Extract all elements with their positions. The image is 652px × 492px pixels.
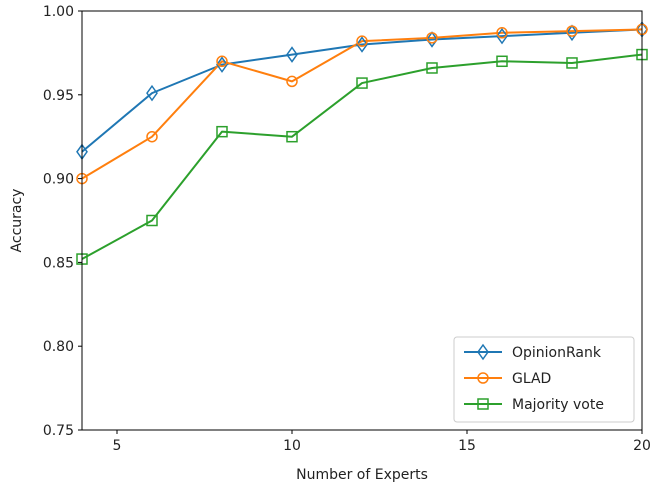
x-tick-label: 5 xyxy=(113,438,122,454)
data-point-majority-vote xyxy=(426,62,438,74)
legend-marker-opinionrank xyxy=(477,343,489,361)
x-tick-label: 10 xyxy=(283,438,301,454)
x-tick-label: 15 xyxy=(458,438,476,454)
y-axis-label: Accuracy xyxy=(9,189,25,253)
y-tick-label: 0.85 xyxy=(43,255,74,271)
data-point-opinionrank xyxy=(496,27,508,45)
x-axis-ticks: 5 10 15 20 xyxy=(113,430,651,454)
data-point-majority-vote xyxy=(496,55,508,68)
series-line-majority-vote xyxy=(81,53,643,260)
data-point-opinionrank xyxy=(286,46,298,63)
data-point-glad xyxy=(216,55,228,68)
data-point-opinionrank xyxy=(426,31,438,48)
legend: OpinionRank GLAD Majority vote xyxy=(453,336,635,423)
data-point-majority-vote xyxy=(146,214,158,227)
data-point-majority-vote xyxy=(286,130,298,143)
data-point-majority-vote xyxy=(356,77,368,89)
data-point-glad xyxy=(146,130,158,143)
plot-frame xyxy=(81,10,643,431)
data-point-opinionrank xyxy=(216,56,228,73)
y-tick-label: 0.75 xyxy=(43,423,74,439)
legend-label-glad: GLAD xyxy=(512,371,551,387)
data-point-opinionrank xyxy=(146,84,158,102)
y-axis-ticks: 0.75 0.80 0.85 0.90 0.95 1.00 xyxy=(43,4,82,439)
data-point-glad xyxy=(286,75,298,88)
series-lines xyxy=(81,28,643,260)
data-point-glad xyxy=(566,25,578,37)
data-point-majority-vote xyxy=(566,57,578,69)
data-point-glad xyxy=(426,32,438,44)
x-axis-label: Number of Experts xyxy=(296,467,428,483)
legend-label-opinionrank: OpinionRank xyxy=(512,345,602,361)
data-point-opinionrank xyxy=(566,24,578,42)
data-point-majority-vote xyxy=(216,125,228,138)
y-tick-label: 0.90 xyxy=(43,172,74,188)
series-line-glad xyxy=(81,28,643,180)
data-point-glad xyxy=(356,35,368,47)
data-point-glad xyxy=(496,27,508,39)
y-tick-label: 0.80 xyxy=(43,339,74,355)
y-tick-label: 1.00 xyxy=(43,4,74,20)
legend-marker-majority-vote xyxy=(477,398,489,410)
x-tick-label: 20 xyxy=(633,438,651,454)
series-markers xyxy=(76,21,648,265)
legend-label-majority-vote: Majority vote xyxy=(512,397,604,413)
legend-marker-glad xyxy=(477,372,489,384)
legend-box xyxy=(453,336,635,423)
y-tick-label: 0.95 xyxy=(43,88,74,104)
data-point-opinionrank xyxy=(356,36,368,53)
series-line-opinionrank xyxy=(81,28,643,153)
